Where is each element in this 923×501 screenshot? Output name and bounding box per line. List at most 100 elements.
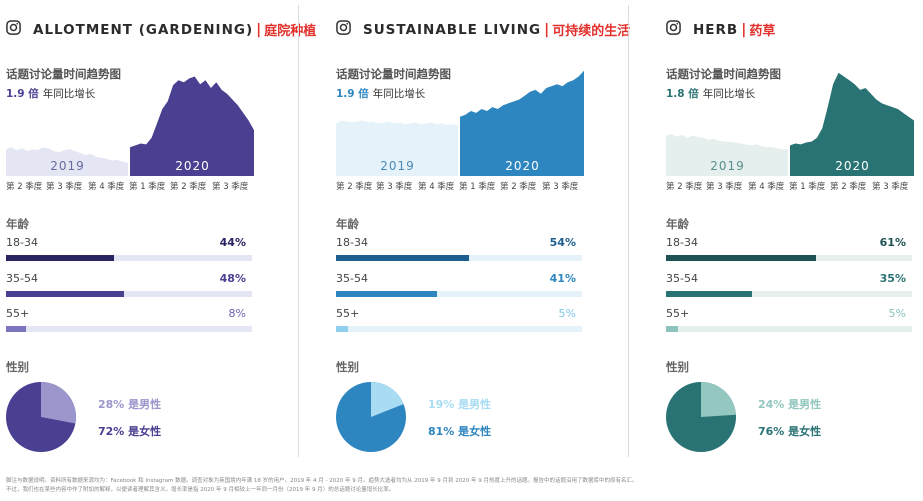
age-percent: 54% xyxy=(549,236,576,249)
age-bar-track xyxy=(336,255,582,261)
age-bar-track xyxy=(666,255,912,261)
panel-title: SUSTAINABLE LIVING xyxy=(363,21,542,38)
panel-title: HERB xyxy=(693,21,739,38)
age-label: 18-34 xyxy=(336,236,368,249)
panel-header: ALLOTMENT (GARDENING) | 庭院种植 xyxy=(6,20,316,39)
quarter-label: 第 4 季度 xyxy=(418,182,455,192)
growth-value: 1.9 倍 xyxy=(6,88,39,100)
instagram-icon xyxy=(666,20,693,39)
trend-area-2019 xyxy=(6,147,128,176)
quarter-label: 第 2 季度 xyxy=(666,182,703,192)
gender-pie xyxy=(666,382,736,452)
panel-header: SUSTAINABLE LIVING | 可持续的生活 xyxy=(336,20,630,39)
age-label: 18-34 xyxy=(666,236,698,249)
gender-title: 性别 xyxy=(336,360,359,374)
age-bar-track xyxy=(6,255,252,261)
age-bar-track xyxy=(336,326,582,332)
age-title: 年龄 xyxy=(666,217,689,231)
age-percent: 35% xyxy=(879,272,906,285)
quarter-label: 第 3 季度 xyxy=(376,182,413,192)
gender-pie xyxy=(6,382,77,452)
legend-female: 72% 是女性 xyxy=(98,425,162,438)
age-label: 35-54 xyxy=(6,272,38,285)
quarter-label: 第 3 季度 xyxy=(542,182,579,192)
pie-slice-male xyxy=(41,382,77,424)
pie-slice-male xyxy=(371,382,404,417)
age-bar-fill xyxy=(336,326,349,332)
age-label: 35-54 xyxy=(666,272,698,285)
age-label: 35-54 xyxy=(336,272,368,285)
gender-pie xyxy=(336,382,406,452)
age-bar-track xyxy=(666,291,912,297)
pie-slice-male xyxy=(701,382,736,417)
age-percent: 48% xyxy=(219,272,246,285)
age-bar-fill xyxy=(6,326,26,332)
gender-title: 性别 xyxy=(6,360,29,374)
trend-chart: 2019 2020 xyxy=(666,72,914,176)
quarter-label: 第 4 季度 xyxy=(748,182,785,192)
trend-area-2019 xyxy=(336,120,458,176)
trend-title: 话题讨论量时间趋势图 xyxy=(336,67,451,81)
age-label: 55+ xyxy=(6,307,30,320)
year-label-2019: 2019 xyxy=(50,159,85,173)
growth-value: 1.8 倍 xyxy=(666,88,699,100)
year-label-2020: 2020 xyxy=(175,159,210,173)
quarter-label: 第 3 季度 xyxy=(706,182,743,192)
quarter-label: 第 2 季度 xyxy=(6,182,43,192)
age-percent: 5% xyxy=(558,307,576,320)
instagram-icon xyxy=(336,20,363,39)
year-label-2019: 2019 xyxy=(710,159,745,173)
age-title: 年龄 xyxy=(336,217,359,231)
trend-title: 话题讨论量时间趋势图 xyxy=(666,67,781,81)
age-percent: 44% xyxy=(219,236,246,249)
age-bar-track xyxy=(6,326,252,332)
age-bar-track xyxy=(666,326,912,332)
quarter-label: 第 2 季度 xyxy=(830,182,867,192)
age-bar-fill xyxy=(336,291,437,297)
trend-chart: 2019 2020 xyxy=(336,70,584,176)
age-bar-fill xyxy=(336,255,469,261)
age-bar-track xyxy=(6,291,252,297)
growth-rate: 1.9 倍年同比增长 xyxy=(336,86,425,101)
title-separator: | xyxy=(544,21,550,38)
title-separator: | xyxy=(256,21,262,38)
age-percent: 5% xyxy=(888,307,906,320)
growth-label: 年同比增长 xyxy=(702,88,756,100)
trend-area-2019 xyxy=(666,133,788,176)
year-label-2020: 2020 xyxy=(835,159,870,173)
age-bar-fill xyxy=(666,291,753,297)
growth-rate: 1.9 倍年同比增长 xyxy=(6,86,95,101)
age-bar-fill xyxy=(6,291,125,297)
quarter-label: 第 2 季度 xyxy=(336,182,373,192)
quarter-label: 第 2 季度 xyxy=(500,182,537,192)
age-label: 55+ xyxy=(336,307,360,320)
trend-title: 话题讨论量时间趋势图 xyxy=(6,67,121,81)
age-bar-fill xyxy=(666,326,679,332)
age-label: 18-34 xyxy=(6,236,38,249)
legend-female: 76% 是女性 xyxy=(758,425,822,438)
gender-title: 性别 xyxy=(666,360,689,374)
divider xyxy=(628,5,629,457)
footnote-line-2: 不过，我们也在某些内容中作了附加的解释，以便读者理解其含义。增长率是指 2020… xyxy=(6,487,395,493)
instagram-icon xyxy=(6,20,33,39)
age-bar-track xyxy=(336,291,582,297)
age-bar-fill xyxy=(666,255,817,261)
title-separator: | xyxy=(741,21,747,38)
growth-value: 1.9 倍 xyxy=(336,88,369,100)
panel-sustainable-living: SUSTAINABLE LIVING | 可持续的生活 2019 2020 话题讨论量时间… xyxy=(330,0,630,470)
panel-allotment: ALLOTMENT (GARDENING) | 庭院种植 2019 2020 话题讨论量时… xyxy=(0,0,316,470)
trend-area-2020 xyxy=(130,76,254,176)
quarter-label: 第 3 季度 xyxy=(872,182,909,192)
quarter-label: 第 4 季度 xyxy=(88,182,125,192)
quarter-label: 第 1 季度 xyxy=(129,182,166,192)
age-bar-fill xyxy=(6,255,115,261)
growth-rate: 1.8 倍年同比增长 xyxy=(666,86,755,101)
year-label-2020: 2020 xyxy=(505,159,540,173)
legend-male: 28% 是男性 xyxy=(98,398,162,411)
panel-title-cn: 药草 xyxy=(749,24,776,39)
legend-male: 24% 是男性 xyxy=(758,398,822,411)
trend-area-2020 xyxy=(460,70,584,176)
footnote-line-1: 脚注与数据说明。资料所有数据来源均为：Facebook 和 Instagram … xyxy=(6,478,638,484)
growth-label: 年同比增长 xyxy=(372,88,426,100)
age-percent: 41% xyxy=(549,272,576,285)
